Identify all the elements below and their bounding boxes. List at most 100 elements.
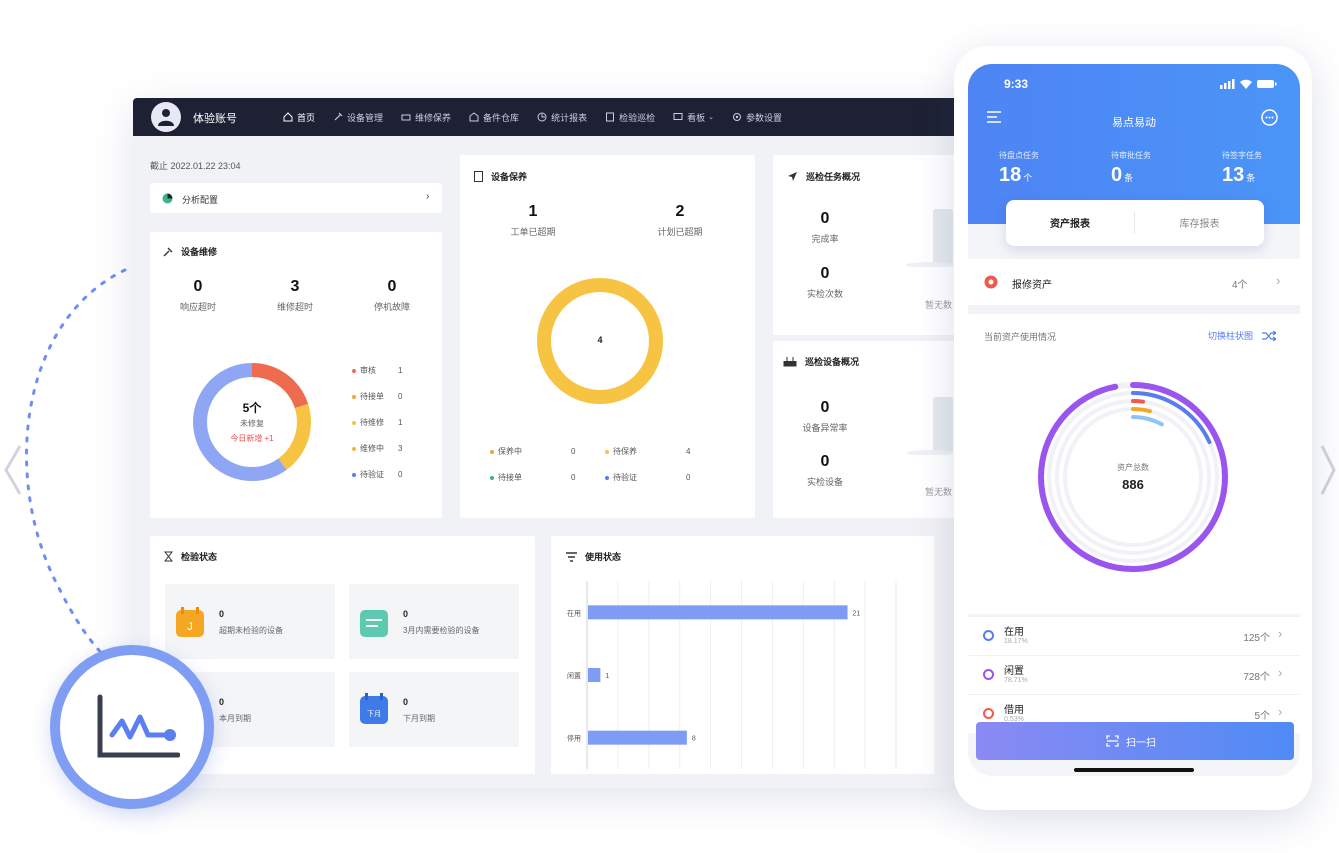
stat-unit: 条 [1124,173,1134,183]
asset-status-row[interactable]: 在用 18.17% 125个 › [968,616,1300,655]
tick-label: 闲置 [567,671,581,680]
ring-arc [1038,382,1228,572]
scan-label: 扫一扫 [1126,738,1156,749]
nav-label: 设备管理 [347,112,384,123]
stat-value: 0 [387,278,397,295]
card-title: 巡检任务概况 [787,170,860,183]
maintenance-card: 设备保养 1 工单已超期 2 计划已超期 4 保养中 0 待保养 4 待接单 0 待验证 0 [460,155,755,518]
clipboard-icon [606,112,615,122]
nav-statistics[interactable]: 统计报表 [537,111,587,124]
nav-label: 备件仓库 [483,112,520,123]
alert-icon [984,275,998,289]
switch-chart-button[interactable]: 切换柱状图 [1208,329,1277,342]
report-assets-row[interactable]: 报修资产 4个 › [968,259,1300,305]
card-title-text: 设备保养 [491,172,528,182]
asset-status-row[interactable]: 闲置 78.71% 728个 › [968,655,1300,694]
nav-label: 看板 [687,112,706,123]
stat-value: 0 [820,210,830,227]
clipboard-icon [474,171,483,182]
nav-settings[interactable]: 参数设置 [732,111,782,124]
bar[interactable] [588,668,601,682]
card-title-text: 巡检任务概况 [806,172,861,182]
main-nav: 首页 设备管理 维修保养 备件仓库 统计报表 检验巡检 [283,98,800,136]
account-name[interactable]: 体验账号 [193,113,237,125]
legend-label: 待验证 [360,470,384,479]
ring-arc [1063,407,1203,547]
legend-label: 待保养 [613,447,637,456]
status-pct: 0.53% [1004,716,1024,723]
router-icon [783,357,797,367]
tab-inventory-report[interactable]: 库存报表 [1179,219,1220,230]
analysis-config-button[interactable]: 分析配置 › [150,183,442,213]
inspection-item[interactable]: 0 3月内需要检验的设备 [349,584,519,659]
inspection-item[interactable]: 下月 0 下月到期 [349,672,519,747]
nav-label: 首页 [297,112,316,123]
stat-label: 设备异常率 [802,423,848,433]
status-name: 借用 [1004,705,1024,716]
line-chart-icon [97,694,180,758]
nav-spare-parts[interactable]: 备件仓库 [469,111,519,124]
nav-inspection[interactable]: 检验巡检 [605,111,655,124]
legend-label: 待接单 [498,473,522,482]
inspection-value: 0 [403,697,409,707]
inspection-label: 下月到期 [403,714,435,723]
status-name: 闲置 [1004,666,1024,677]
nav-repair-maintenance[interactable]: 维修保养 [401,111,451,124]
nav-home[interactable]: 首页 [283,111,315,124]
tick-label: 停用 [567,734,581,743]
legend-label: 审核 [360,366,376,375]
repair-donut-chart [193,363,311,481]
inspection-value: 0 [219,609,225,619]
bar[interactable] [588,605,848,620]
message-icon[interactable] [1261,109,1278,126]
stat-sign-count[interactable]: 13 条 [1222,164,1255,187]
stat-label: 实检设备 [806,477,843,487]
stat-value: 1 [528,203,538,220]
tab-asset-report[interactable]: 资产报表 [1050,219,1090,230]
legend-label: 待验证 [613,473,637,482]
legend-value: 0 [398,392,403,401]
avatar[interactable] [151,102,181,132]
stat-label: 停机故障 [373,302,410,312]
legend-dot [605,449,609,454]
shuffle-icon [1261,330,1277,342]
menu-icon[interactable] [986,110,1002,124]
stat-pending-count[interactable]: 18 个 [999,164,1032,187]
chevron-left-icon[interactable] [2,440,24,500]
analysis-config-label: 分析配置 [182,195,219,205]
legend-label: 维修中 [360,444,384,453]
legend-item: 待验证 0 [352,469,402,480]
chevron-right-icon[interactable] [1318,440,1338,500]
legend-label: 待维修 [360,418,384,427]
bar[interactable] [588,730,687,745]
donut-center-value: 4 [597,335,603,345]
scan-button[interactable]: 扫一扫 [976,722,1294,760]
home-indicator [1074,768,1194,772]
legend-dot [352,446,356,451]
legend-dot [490,449,494,454]
donut-center-label: 未修复 [240,419,264,428]
switch-label: 切换柱状图 [1208,331,1254,341]
nav-device-management[interactable]: 设备管理 [333,111,383,124]
monitor-icon [673,113,683,120]
chevron-down-icon: ⌄ [708,114,714,121]
legend-value: 0 [571,447,576,456]
status-pct: 78.71% [1004,677,1028,684]
status-time: 9:33 [1004,77,1029,91]
legend-item: 维修中 3 [352,443,402,454]
inspection-label: 本月到期 [219,714,251,723]
mobile-title: 易点易动 [1112,117,1156,129]
hourglass-icon [164,551,173,562]
stat-label: 工单已超期 [510,227,556,237]
nav-label: 检验巡检 [619,112,656,123]
calendar-icon-text: 下月 [367,711,381,718]
legend-item: 待验证 0 [605,472,690,483]
tools-icon [401,114,411,121]
nav-board[interactable]: 看板 ⌄ [673,111,714,124]
legend-dot [352,394,356,399]
stat-value: 3 [290,278,300,295]
inspection-item[interactable]: J 0 超期未检验的设备 [165,584,335,659]
usage-title: 当前资产使用情况 [984,332,1057,342]
